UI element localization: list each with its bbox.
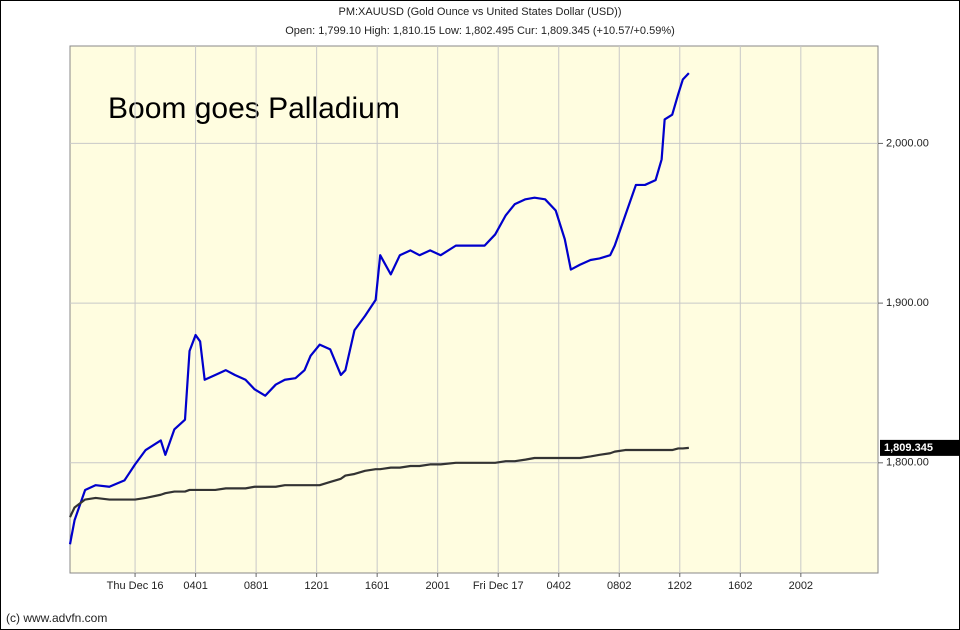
x-tick-label: 1202 [668, 580, 692, 592]
x-tick-label: 2001 [425, 580, 449, 592]
series-line [68, 72, 690, 545]
current-value-box [880, 439, 960, 456]
plot-area [69, 45, 879, 574]
x-tick-label: Thu Dec 16 [107, 580, 164, 592]
x-tick-label: 1602 [728, 580, 752, 592]
x-tick-label: 0801 [244, 580, 268, 592]
x-tick-label: 0402 [546, 580, 570, 592]
x-tick-label: 2002 [789, 580, 813, 592]
y-tick-label: 1,900.00 [886, 297, 929, 309]
x-tick-label: 1601 [365, 580, 389, 592]
x-tick-label: Fri Dec 17 [473, 580, 524, 592]
x-tick-label: 1201 [304, 580, 328, 592]
footer: (c) www.advfn.com [6, 611, 107, 625]
annotation: Boom goes Palladium [108, 92, 400, 125]
chart-title: PM:XAUUSD (Gold Ounce vs United States D… [338, 6, 621, 18]
x-tick-label: 0401 [183, 580, 207, 592]
y-tick-label: 2,000.00 [886, 137, 929, 149]
current-value-label: 1,809.345 [884, 442, 933, 454]
x-tick-label: 0802 [607, 580, 631, 592]
y-tick-label: 1,800.00 [886, 457, 929, 469]
chart-subtitle: Open: 1,799.10 High: 1,810.15 Low: 1,802… [285, 25, 675, 37]
series-line [69, 446, 689, 518]
